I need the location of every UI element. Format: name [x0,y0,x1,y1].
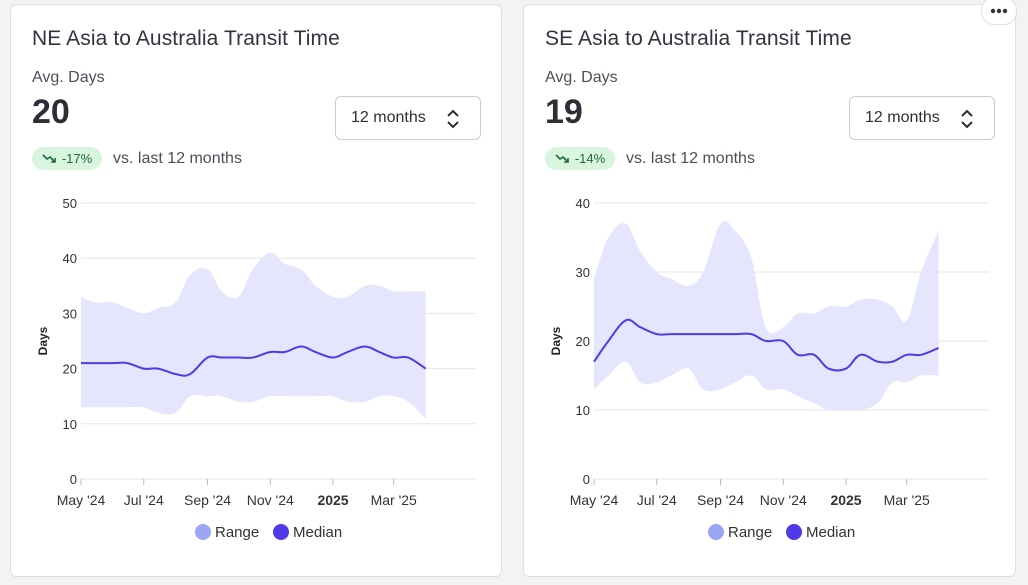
delta-comparison-text: vs. last 12 months [113,150,242,167]
delta-value: -17% [61,151,93,166]
x-tick-label: Sep '24 [697,492,744,508]
trend-down-icon [555,153,569,163]
y-tick-label: 20 [576,334,590,349]
period-select-value: 12 months [865,109,940,126]
x-tick-label: 2025 [830,492,861,508]
legend-range-label: Range [215,524,259,541]
legend-median-swatch [786,524,802,540]
trend-down-icon [42,153,56,163]
x-tick-label: Nov '24 [760,492,807,508]
metric-value: 19 [545,93,583,131]
legend-median-label: Median [806,524,855,541]
transit-time-chart: 0 10 20 30 40 50 Days May '24 Jul '24 Sep '24 Nov … [36,196,476,541]
delta-badge: -17% [32,147,102,170]
y-tick-label: 0 [70,472,77,487]
y-tick-label: 40 [576,196,590,211]
y-tick-label: 0 [583,472,590,487]
y-tick-label: 50 [63,196,77,211]
more-options-button[interactable] [981,0,1017,25]
chevron-up-down-icon [447,109,459,129]
transit-time-chart: 0 10 20 30 40 Days May '24 Jul '24 Sep '24 Nov '2… [549,196,989,541]
chevron-up-down-icon [961,109,973,129]
legend-range-swatch [195,524,211,540]
x-tick-label: 2025 [317,492,348,508]
period-select[interactable]: 12 months [849,96,995,140]
y-tick-label: 10 [63,417,77,432]
x-tick-label: May '24 [570,492,619,508]
chart-legend: Range Median [708,524,855,541]
ne-asia-transit-card: NE Asia to Australia Transit Time Avg. D… [10,4,502,577]
median-line [593,318,939,372]
period-select[interactable]: 12 months [335,96,481,140]
x-tick-label: May '24 [57,492,106,508]
median-line [81,345,427,377]
card-title: NE Asia to Australia Transit Time [32,27,340,50]
legend-median-label: Median [293,524,342,541]
metric-label: Avg. Days [545,69,618,86]
delta-comparison-text: vs. last 12 months [626,150,755,167]
range-band [594,220,939,411]
chart-legend: Range Median [195,524,342,541]
y-tick-label: 20 [63,362,77,377]
y-axis-label: Days [36,326,50,355]
x-tick-label: Nov '24 [247,492,294,508]
se-asia-transit-card: SE Asia to Australia Transit Time Avg. D… [523,0,1017,577]
x-tick-label: Jul '24 [124,492,164,508]
delta-value: -14% [574,151,606,166]
metric-value: 20 [32,93,70,131]
y-tick-label: 40 [63,251,77,266]
y-axis-label: Days [549,326,563,355]
x-tick-label: Mar '25 [884,492,930,508]
legend-median-swatch [273,524,289,540]
y-tick-label: 10 [576,403,590,418]
period-select-value: 12 months [351,109,426,126]
legend-range-label: Range [728,524,772,541]
range-band [81,252,426,419]
x-tick-label: Jul '24 [637,492,677,508]
y-tick-label: 30 [63,306,77,321]
x-tick-label: Sep '24 [184,492,231,508]
y-tick-label: 30 [576,265,590,280]
legend-range-swatch [708,524,724,540]
more-dots-icon [990,8,1008,14]
card-title: SE Asia to Australia Transit Time [545,27,852,50]
metric-label: Avg. Days [32,69,105,86]
delta-badge: -14% [545,147,615,170]
x-tick-label: Mar '25 [371,492,417,508]
